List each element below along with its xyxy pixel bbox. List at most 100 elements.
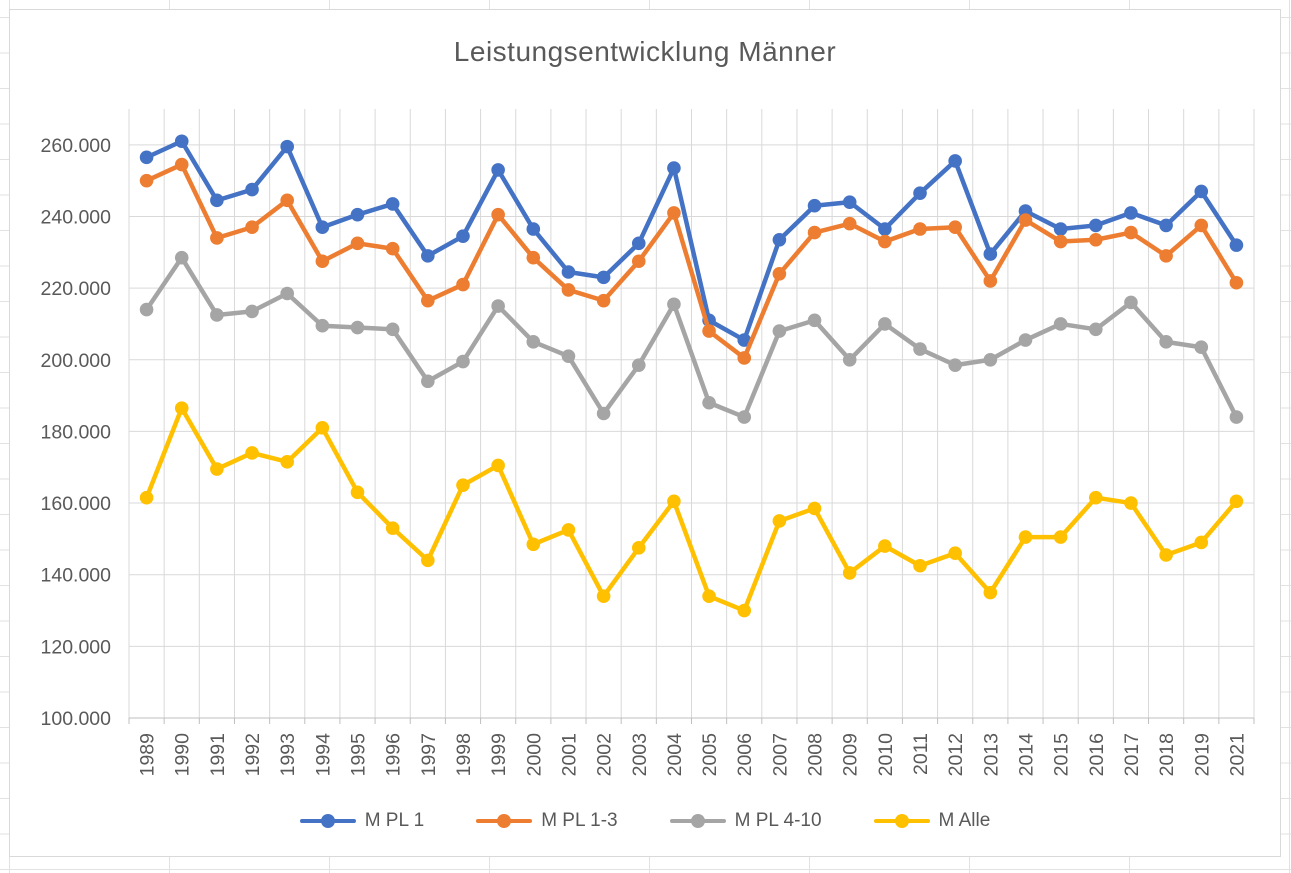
data-point-m-pl-1-2008[interactable]	[807, 198, 822, 213]
data-point-m-pl-1-3-2013[interactable]	[983, 274, 998, 288]
data-point-m-alle-2013[interactable]	[983, 585, 998, 600]
data-point-m-pl-1-2007[interactable]	[772, 232, 787, 247]
data-point-m-alle-2007[interactable]	[772, 514, 787, 528]
data-point-m-pl-4-10-2006[interactable]	[737, 410, 752, 424]
data-point-m-pl-1-3-2000[interactable]	[526, 250, 541, 265]
data-point-m-pl-1-3-2008[interactable]	[807, 225, 822, 240]
data-point-m-pl-4-10-2012[interactable]	[948, 358, 962, 372]
data-point-m-pl-4-10-1999[interactable]	[491, 299, 505, 313]
data-point-m-pl-4-10-2021[interactable]	[1229, 410, 1244, 424]
data-point-m-pl-4-10-2015[interactable]	[1053, 317, 1068, 331]
data-point-m-alle-1996[interactable]	[385, 521, 400, 535]
data-point-m-pl-1-3-2019[interactable]	[1194, 218, 1209, 233]
data-point-m-pl-1-3-2011[interactable]	[913, 222, 927, 236]
data-point-m-pl-1-3-1993[interactable]	[280, 193, 295, 208]
data-point-m-alle-2017[interactable]	[1124, 496, 1138, 510]
data-point-m-alle-2011[interactable]	[913, 558, 927, 573]
data-point-m-alle-1989[interactable]	[139, 490, 154, 505]
data-point-m-alle-2000[interactable]	[526, 537, 541, 552]
data-point-m-pl-4-10-2018[interactable]	[1159, 335, 1173, 349]
data-point-m-pl-1-1991[interactable]	[210, 193, 224, 208]
data-point-m-pl-4-10-2011[interactable]	[913, 342, 927, 356]
data-point-m-pl-4-10-2005[interactable]	[702, 395, 716, 410]
data-point-m-pl-1-3-1997[interactable]	[421, 293, 435, 308]
data-point-m-pl-1-2019[interactable]	[1194, 184, 1209, 199]
data-point-m-alle-2019[interactable]	[1194, 535, 1209, 550]
data-point-m-pl-1-3-2015[interactable]	[1053, 234, 1068, 249]
data-point-m-pl-1-3-1999[interactable]	[491, 207, 505, 222]
data-point-m-alle-2012[interactable]	[948, 546, 962, 561]
legend-item-m-pl-1-3[interactable]: M PL 1-3	[476, 810, 618, 832]
data-point-m-pl-4-10-2000[interactable]	[526, 335, 541, 349]
data-point-m-pl-1-3-2018[interactable]	[1159, 249, 1173, 263]
data-point-m-alle-1993[interactable]	[280, 455, 295, 469]
data-point-m-alle-1991[interactable]	[210, 462, 224, 476]
data-point-m-pl-1-2015[interactable]	[1053, 222, 1068, 236]
data-point-m-pl-1-3-2021[interactable]	[1229, 275, 1244, 290]
data-point-m-pl-1-1999[interactable]	[491, 163, 505, 177]
data-point-m-alle-1994[interactable]	[315, 421, 330, 435]
data-point-m-pl-1-2003[interactable]	[631, 236, 646, 251]
data-point-m-pl-1-1997[interactable]	[421, 249, 435, 263]
data-point-m-alle-2004[interactable]	[667, 494, 681, 509]
data-point-m-pl-1-1992[interactable]	[245, 182, 259, 197]
data-point-m-pl-1-3-2014[interactable]	[1018, 213, 1033, 227]
data-point-m-pl-4-10-1994[interactable]	[315, 318, 330, 333]
data-point-m-alle-2002[interactable]	[596, 589, 611, 603]
data-point-m-alle-2018[interactable]	[1159, 548, 1173, 562]
data-point-m-pl-1-3-1992[interactable]	[245, 220, 259, 235]
data-point-m-pl-4-10-2014[interactable]	[1018, 333, 1033, 347]
data-point-m-pl-1-2004[interactable]	[667, 161, 681, 175]
data-point-m-alle-2015[interactable]	[1053, 530, 1068, 544]
data-point-m-pl-1-3-2001[interactable]	[561, 283, 576, 297]
data-point-m-pl-1-1993[interactable]	[280, 139, 295, 154]
data-point-m-pl-1-2002[interactable]	[596, 270, 611, 285]
data-point-m-pl-4-10-2009[interactable]	[842, 352, 857, 367]
data-point-m-pl-4-10-2010[interactable]	[878, 317, 892, 331]
data-point-m-alle-2001[interactable]	[561, 523, 576, 537]
data-point-m-pl-4-10-1998[interactable]	[456, 354, 470, 369]
data-point-m-alle-2005[interactable]	[702, 589, 716, 603]
data-point-m-pl-1-1994[interactable]	[315, 220, 330, 235]
data-point-m-alle-2016[interactable]	[1088, 490, 1103, 505]
data-point-m-alle-1995[interactable]	[350, 485, 365, 500]
data-point-m-pl-4-10-2017[interactable]	[1124, 295, 1138, 310]
data-point-m-pl-1-3-2007[interactable]	[772, 266, 787, 281]
data-point-m-alle-2009[interactable]	[842, 566, 857, 580]
data-point-m-pl-4-10-2003[interactable]	[631, 358, 646, 372]
data-point-m-alle-1999[interactable]	[491, 458, 505, 473]
data-point-m-pl-1-2016[interactable]	[1088, 218, 1103, 233]
data-point-m-alle-1990[interactable]	[174, 401, 189, 415]
data-point-m-pl-1-3-2017[interactable]	[1124, 225, 1138, 240]
data-point-m-pl-1-3-2003[interactable]	[631, 254, 646, 269]
data-point-m-alle-2021[interactable]	[1229, 494, 1244, 509]
data-point-m-pl-1-2012[interactable]	[948, 154, 962, 168]
data-point-m-pl-1-3-2006[interactable]	[737, 351, 752, 365]
data-point-m-pl-1-3-1989[interactable]	[139, 173, 154, 188]
data-point-m-pl-1-3-1995[interactable]	[350, 236, 365, 251]
data-point-m-pl-4-10-2007[interactable]	[772, 324, 787, 338]
data-point-m-pl-4-10-2019[interactable]	[1194, 340, 1209, 355]
data-point-m-pl-1-2018[interactable]	[1159, 218, 1173, 233]
data-point-m-pl-1-3-2005[interactable]	[702, 324, 716, 338]
data-point-m-pl-1-3-1990[interactable]	[174, 157, 189, 172]
data-point-m-pl-4-10-2004[interactable]	[667, 297, 681, 312]
data-point-m-pl-4-10-2001[interactable]	[561, 349, 576, 363]
data-point-m-pl-1-1989[interactable]	[139, 150, 154, 165]
data-point-m-pl-4-10-2013[interactable]	[983, 352, 998, 367]
data-point-m-pl-4-10-1989[interactable]	[139, 302, 154, 317]
data-point-m-pl-4-10-2002[interactable]	[596, 406, 611, 421]
data-point-m-alle-1997[interactable]	[421, 553, 435, 568]
data-point-m-pl-4-10-1991[interactable]	[210, 308, 224, 322]
data-point-m-alle-1998[interactable]	[456, 478, 470, 492]
data-point-m-pl-1-2010[interactable]	[878, 222, 892, 236]
data-point-m-alle-2008[interactable]	[807, 501, 822, 516]
data-point-m-pl-4-10-1993[interactable]	[280, 286, 295, 301]
data-point-m-pl-1-2013[interactable]	[983, 247, 998, 261]
data-point-m-pl-4-10-1992[interactable]	[245, 304, 259, 319]
data-point-m-pl-4-10-1995[interactable]	[350, 320, 365, 335]
data-point-m-pl-1-3-2010[interactable]	[878, 234, 892, 249]
data-point-m-pl-1-3-2012[interactable]	[948, 220, 962, 235]
data-point-m-pl-1-2000[interactable]	[526, 222, 541, 236]
data-point-m-pl-1-3-1998[interactable]	[456, 277, 470, 292]
